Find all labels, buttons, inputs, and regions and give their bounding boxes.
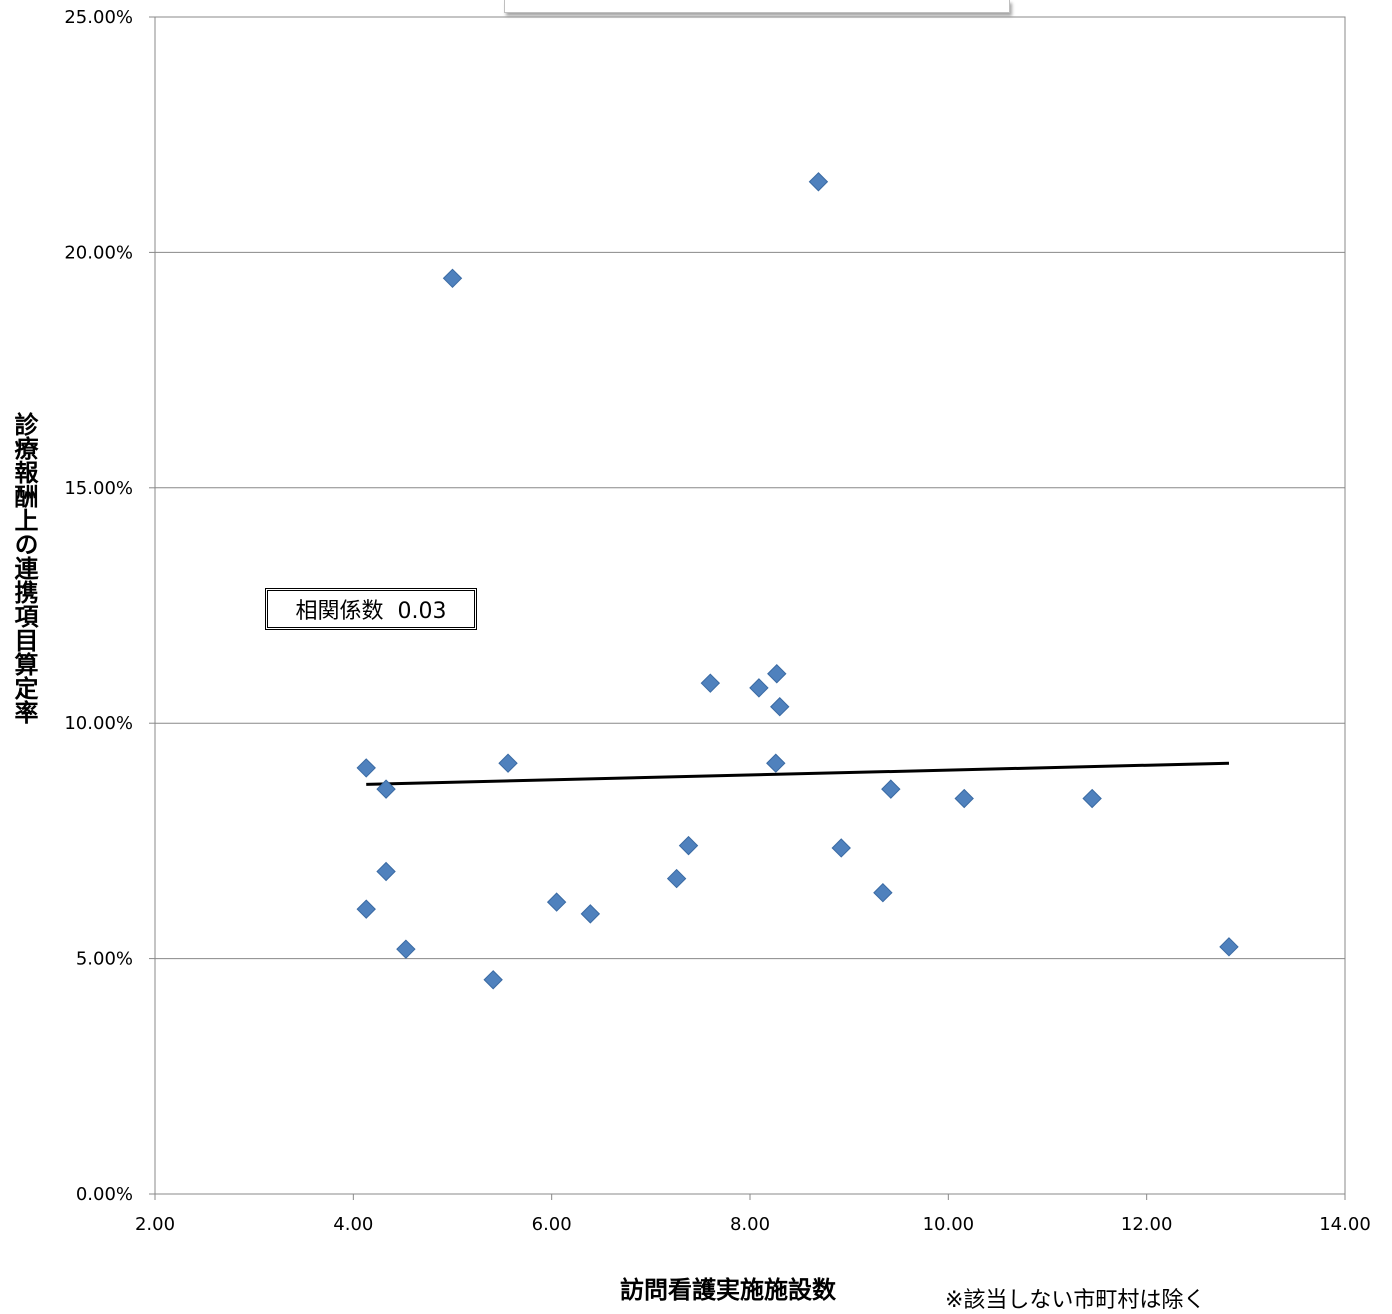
x-axis-label: 訪問看護実施施設数 xyxy=(620,1276,836,1304)
data-point xyxy=(666,868,687,889)
data-point xyxy=(954,788,974,809)
data-point xyxy=(678,835,699,856)
data-point xyxy=(546,892,567,912)
correlation-annotation: 相関係数 0.03 xyxy=(265,588,477,630)
data-point xyxy=(831,838,851,858)
data-point xyxy=(766,753,786,773)
footnote: ※該当しない市町村は除く xyxy=(945,1288,1206,1313)
x-tick-label: 14.00 xyxy=(1319,1214,1371,1235)
y-tick-label: 25.00% xyxy=(64,7,133,28)
data-point xyxy=(356,899,376,919)
y-tick-label: 5.00% xyxy=(76,949,133,970)
y-tick-label: 0.00% xyxy=(76,1184,133,1205)
y-axis-label: 診療報酬上の連携項目算定率 xyxy=(10,412,38,724)
y-tick-label: 20.00% xyxy=(64,242,133,263)
x-tick-label: 10.00 xyxy=(923,1214,975,1235)
data-point xyxy=(808,172,829,192)
chart-title-box xyxy=(504,0,1010,13)
data-point xyxy=(483,970,503,990)
x-tick-label: 12.00 xyxy=(1121,1214,1173,1235)
y-tick-label: 15.00% xyxy=(64,478,133,499)
data-point xyxy=(442,268,463,289)
data-point xyxy=(770,697,790,717)
x-tick-label: 2.00 xyxy=(135,1214,175,1235)
data-point xyxy=(376,861,396,882)
x-tick-label: 6.00 xyxy=(532,1214,572,1235)
data-point xyxy=(767,664,787,684)
x-tick-label: 4.00 xyxy=(333,1214,373,1235)
data-point xyxy=(1082,788,1102,809)
data-point xyxy=(1219,937,1239,957)
data-point xyxy=(376,779,396,799)
x-tick-label: 8.00 xyxy=(730,1214,770,1235)
data-point xyxy=(700,673,721,693)
data-point xyxy=(396,939,416,959)
data-point xyxy=(749,678,769,698)
y-tick-label: 10.00% xyxy=(64,713,133,734)
data-point xyxy=(498,753,518,773)
data-point xyxy=(881,779,901,799)
data-point xyxy=(356,758,376,778)
trendline xyxy=(366,761,1230,786)
data-point xyxy=(873,882,893,903)
data-point xyxy=(580,904,601,924)
